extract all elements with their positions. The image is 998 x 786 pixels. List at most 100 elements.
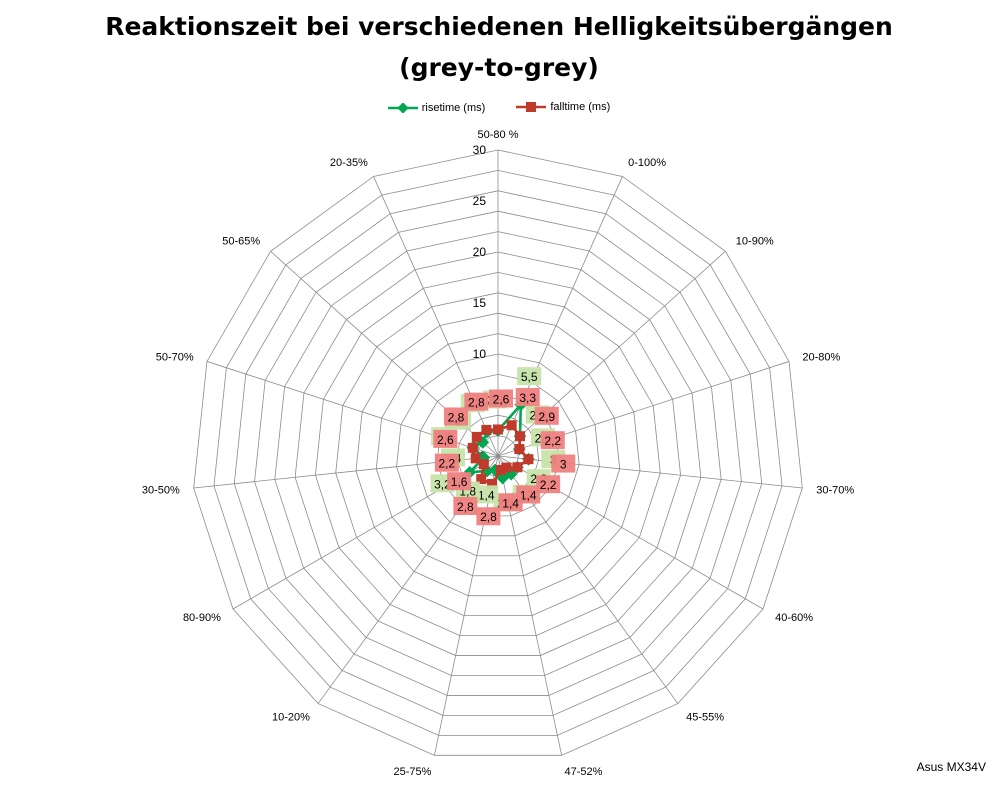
- falltime-data-label: 1,4: [502, 496, 519, 510]
- falltime-label-bg: [489, 389, 513, 408]
- data-labels: 2,55,52,92,232,22,22,21,41,83,21,42,622,…: [430, 367, 576, 526]
- category-label: 45-55%: [686, 712, 724, 724]
- grid-ring: [396, 353, 600, 557]
- falltime-point: [512, 462, 523, 473]
- falltime-legend-swatch: [516, 102, 547, 112]
- falltime-point: [523, 454, 534, 465]
- grid-ring: [274, 231, 722, 676]
- legend-label-risetime: risetime (ms): [421, 102, 486, 114]
- category-label: 10-20%: [272, 712, 310, 724]
- falltime-label-bg: [447, 472, 472, 491]
- falltime-data-label: 2,2: [439, 457, 456, 471]
- falltime-label-bg: [534, 406, 559, 425]
- falltime-label-bg: [540, 431, 565, 450]
- legend-item-risetime: risetime (ms): [387, 102, 486, 114]
- category-label: 25-75%: [394, 766, 432, 778]
- grid-ring: [213, 169, 783, 736]
- category-label: 30-50%: [142, 485, 180, 497]
- falltime-point: [476, 474, 487, 485]
- category-labels: 50-80 % 0-100% 10-90% 20-80% 30-70% 40-60% 45-…: [142, 129, 855, 778]
- grid-ring: [355, 312, 641, 597]
- falltime-data-label: 2,9: [538, 410, 555, 424]
- watermark: Asus MX34V: [916, 760, 986, 774]
- risetime-data-label: 1,4: [478, 488, 495, 502]
- falltime-data-label: 2,6: [437, 433, 454, 447]
- falltime-point: [471, 431, 482, 442]
- category-label: 50-80 %: [478, 129, 519, 141]
- falltime-point: [467, 442, 478, 453]
- risetime-data-label: 5,5: [521, 370, 538, 384]
- falltime-data-label: 1,4: [520, 488, 537, 502]
- radar-grid: [193, 149, 803, 756]
- falltime-point: [514, 444, 525, 455]
- falltime-point: [481, 424, 492, 435]
- category-label: 50-65%: [222, 236, 260, 248]
- falltime-point: [495, 464, 506, 475]
- risetime-data-label: 3,2: [434, 477, 451, 491]
- falltime-point: [493, 424, 503, 435]
- falltime-label-bg: [434, 453, 459, 472]
- grid-ring: [294, 251, 702, 656]
- falltime-label-bg: [464, 392, 489, 411]
- category-label: 20-80%: [802, 351, 840, 363]
- series-line-falltime: [471, 423, 531, 486]
- risetime-label-bg: [474, 485, 499, 504]
- falltime-point: [514, 431, 525, 442]
- falltime-data-label: 2,8: [448, 410, 465, 424]
- falltime-data-label: 2,8: [457, 500, 474, 514]
- grid-ring: [254, 210, 742, 696]
- grid-spoke: [497, 250, 726, 457]
- legend-item-falltime: falltime (ms): [516, 101, 610, 113]
- category-label: 50-70%: [156, 351, 194, 363]
- grid-ring: [233, 190, 763, 716]
- falltime-data-label: 3,3: [519, 391, 536, 405]
- falltime-point: [501, 462, 512, 473]
- falltime-label-bg: [536, 475, 561, 494]
- falltime-label-bg: [433, 429, 458, 448]
- grid-ring: [416, 373, 580, 537]
- falltime-point: [470, 453, 481, 464]
- falltime-data-label: 3: [560, 458, 567, 472]
- falltime-data-label: 2,2: [540, 478, 557, 492]
- falltime-point: [478, 459, 489, 470]
- radial-tick-label: 25: [473, 194, 487, 208]
- category-label: 30-70%: [816, 485, 854, 497]
- category-label: 80-90%: [183, 612, 221, 624]
- risetime-legend-swatch: [387, 103, 418, 113]
- falltime-label-bg: [551, 454, 576, 473]
- grid-ring: [375, 333, 621, 577]
- category-label: 0-100%: [628, 157, 666, 169]
- radial-tick-label: 15: [473, 296, 487, 310]
- category-label: 47-52%: [565, 766, 603, 778]
- grid-spoke: [433, 455, 499, 756]
- falltime-label-bg: [498, 493, 523, 512]
- falltime-data-label: 2,6: [493, 392, 510, 406]
- falltime-data-label: 2,2: [544, 434, 561, 448]
- category-label: 20-35%: [330, 157, 368, 169]
- grid-ring: [193, 149, 803, 756]
- radial-tick-label: 20: [473, 245, 487, 259]
- radial-tick-label: 10: [473, 347, 487, 361]
- grid-spoke: [373, 176, 499, 457]
- falltime-data-label: 2,8: [480, 510, 497, 524]
- data-series: [463, 398, 535, 489]
- risetime-label-bg: [517, 367, 542, 386]
- category-label: 10-90%: [736, 236, 774, 248]
- radial-tick-label: 30: [473, 143, 487, 157]
- falltime-data-label: 1,6: [451, 475, 468, 489]
- chart-legend: risetime (ms) falltime (ms): [0, 101, 998, 116]
- falltime-data-label: 2,8: [468, 396, 485, 410]
- grid-spoke: [497, 176, 623, 457]
- legend-label-falltime: falltime (ms): [550, 101, 611, 113]
- falltime-point: [506, 420, 517, 431]
- falltime-label-bg: [453, 496, 478, 515]
- grid-ring: [314, 271, 682, 636]
- chart-title-line-2: (grey-to-grey): [399, 53, 599, 82]
- falltime-point: [487, 478, 498, 489]
- chart-title-line-1: Reaktionszeit bei verschiedenen Helligke…: [105, 12, 893, 41]
- grid-ring: [335, 292, 661, 617]
- falltime-label-bg: [443, 407, 468, 426]
- category-label: 40-60%: [775, 612, 813, 624]
- falltime-label-bg: [476, 507, 501, 526]
